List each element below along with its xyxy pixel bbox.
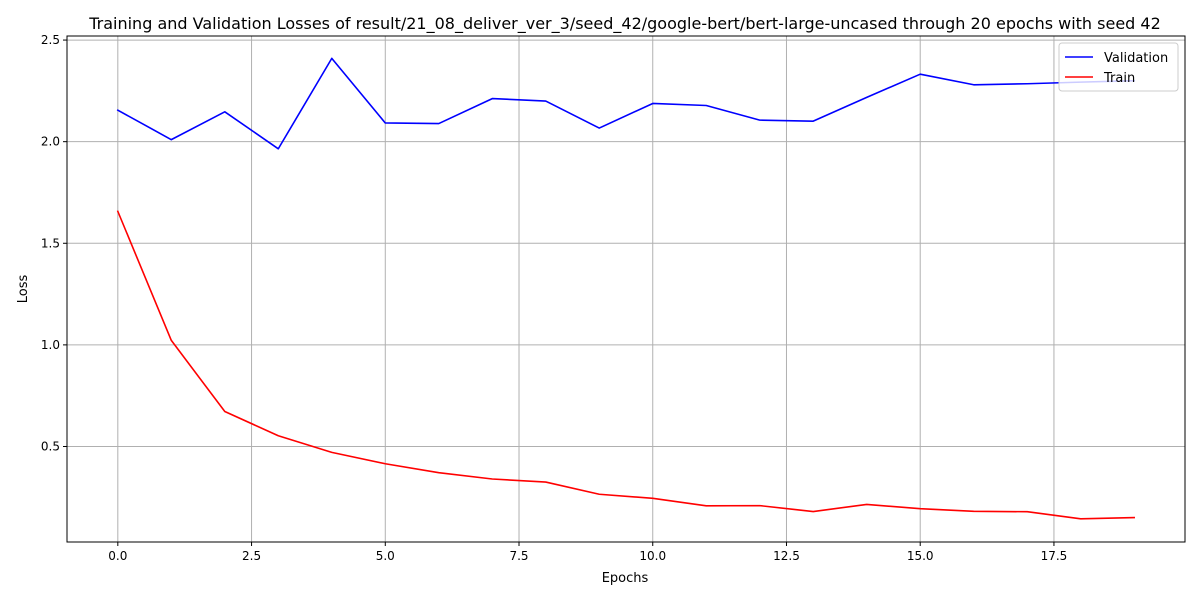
- y-tick-label: 0.5: [41, 439, 60, 453]
- legend: Validation Train: [1058, 42, 1179, 92]
- x-tick-label: 10.0: [639, 549, 666, 563]
- y-tick-label: 1.0: [41, 338, 60, 352]
- x-tick-label: 17.5: [1041, 549, 1068, 563]
- series-line-train: [116, 210, 1135, 520]
- x-tick-label: 2.5: [242, 549, 261, 563]
- y-axis-ticks: 0.5 1.0 1.5 2.0 2.5: [41, 33, 67, 453]
- x-tick-label: 7.5: [509, 549, 528, 563]
- y-tick-label: 2.0: [41, 135, 60, 149]
- x-tick-label: 0.0: [108, 549, 127, 563]
- series-lines: [116, 57, 1136, 520]
- chart-title: Training and Validation Losses of result…: [88, 14, 1161, 34]
- series-line-validation: [116, 57, 1136, 150]
- y-axis-label: Loss: [16, 275, 31, 304]
- y-tick-label: 1.5: [41, 236, 60, 250]
- legend-box: [1058, 42, 1179, 92]
- x-axis-label: Epochs: [602, 571, 649, 586]
- legend-label-validation: Validation: [1104, 51, 1168, 66]
- y-tick-label: 2.5: [41, 33, 60, 47]
- plot-frame: [66, 35, 1186, 543]
- x-axis-ticks: 0.0 2.5 5.0 7.5 10.0 12.5 15.0 17.5: [108, 542, 1067, 563]
- x-tick-label: 15.0: [907, 549, 934, 563]
- x-tick-label: 12.5: [773, 549, 800, 563]
- legend-label-train: Train: [1103, 71, 1135, 86]
- x-tick-label: 5.0: [376, 549, 395, 563]
